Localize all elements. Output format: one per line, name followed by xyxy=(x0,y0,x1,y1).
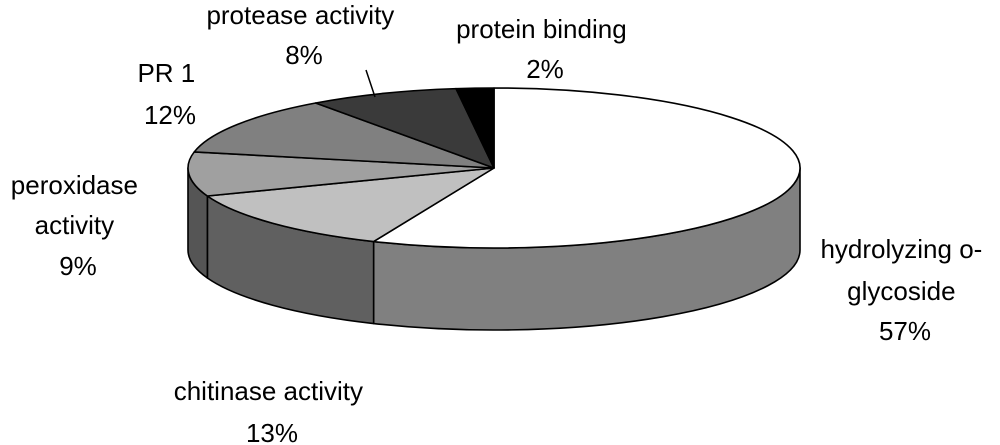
slice-label-protease: protease activity 8% xyxy=(206,0,401,70)
slice-label-hydrolyzing: hydrolyzing o- glycoside 57% xyxy=(820,234,989,346)
protease-leader-line xyxy=(365,69,376,98)
pie-slice-chitinase-activity xyxy=(206,167,495,243)
pie-slice-peroxidase-activity xyxy=(187,151,495,197)
pie-slice-hydrolyzing-o-glycoside xyxy=(372,87,801,249)
pie-slice-protease-activity xyxy=(314,87,495,169)
slice-label-protein-binding: protein binding 2% xyxy=(456,14,634,84)
slice-label-peroxidase: peroxidase activity 9% xyxy=(11,170,145,281)
pie-top-layer xyxy=(187,87,801,249)
pie-slice-pr-1 xyxy=(193,102,495,169)
pie-side-layer xyxy=(187,167,801,331)
pie-slice-protein-binding xyxy=(455,87,495,169)
slice-label-pr1: PR 1 12% xyxy=(137,58,202,130)
slice-label-chitinase: chitinase activity 13% xyxy=(174,376,371,445)
pie-label-layer: hydrolyzing o- glycoside 57% chitinase a… xyxy=(11,0,989,445)
